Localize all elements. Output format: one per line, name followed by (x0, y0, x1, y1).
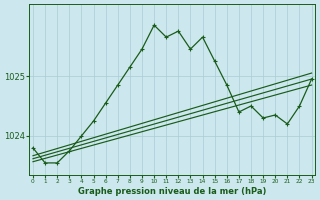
X-axis label: Graphe pression niveau de la mer (hPa): Graphe pression niveau de la mer (hPa) (78, 187, 267, 196)
